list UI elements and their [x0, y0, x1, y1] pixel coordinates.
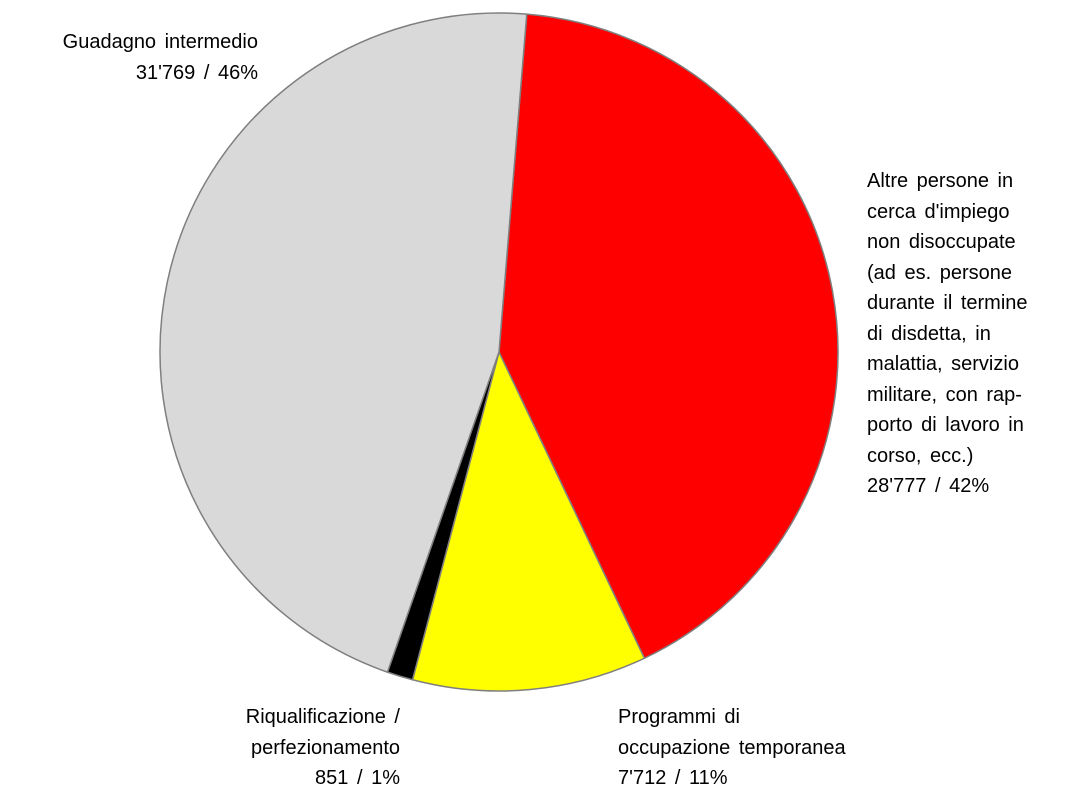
- slice-label: Guadagno intermedio 31'769 / 46%: [63, 27, 258, 88]
- slice-label: Altre persone in cerca d'impiego non dis…: [867, 166, 1028, 502]
- value-label: 31'769 / 46%: [135, 61, 258, 84]
- category-label: Guadagno intermedio: [62, 31, 258, 53]
- category-label: Altre persone in cerca d'impiego non dis…: [867, 170, 1028, 467]
- category-label: Riqualificazione / perfezionamento: [245, 706, 400, 759]
- value-label: 28'777 / 42%: [867, 475, 990, 497]
- value-label: 7'712 / 11%: [618, 767, 728, 789]
- pie-slice: [498, 13, 839, 660]
- value-label: 851 / 1%: [315, 767, 400, 789]
- pie-slice: [411, 349, 646, 692]
- slice-label: Riqualificazione / perfezionamento 851 / …: [246, 702, 400, 794]
- slice-label: Programmi di occupazione temporanea 7'712…: [618, 702, 846, 794]
- pie-slice: [159, 12, 528, 674]
- category-label: Programmi di occupazione temporanea: [618, 706, 846, 759]
